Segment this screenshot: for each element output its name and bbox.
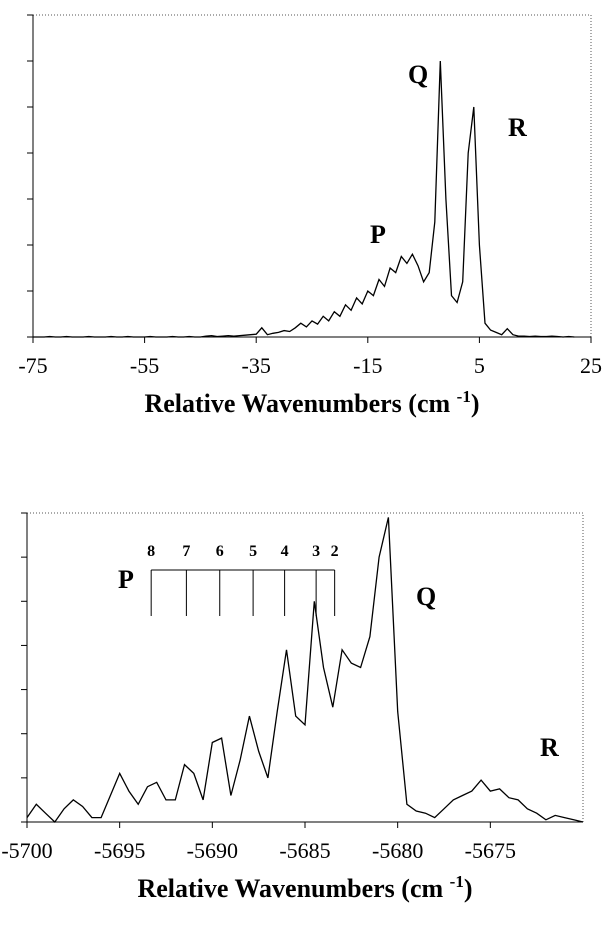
x-tick-label: -5700: [1, 838, 52, 863]
x-tick-label: 5: [474, 353, 485, 378]
x-tick-label: -15: [353, 353, 382, 378]
branch-label: P: [118, 565, 134, 594]
spectrum-line: [26, 517, 584, 823]
x-tick-label: -35: [242, 353, 271, 378]
ladder-label: 5: [249, 543, 257, 560]
x-axis-label-part: Relative Wavenumbers (cm: [144, 389, 456, 418]
x-axis-label-part: -1: [450, 872, 464, 891]
x-axis-label-part: ): [464, 874, 473, 903]
branch-label: R: [540, 733, 559, 762]
branch-label: Q: [408, 60, 428, 89]
x-tick-label: -5675: [465, 838, 516, 863]
plot-frame: [33, 14, 592, 337]
x-tick-label: -75: [18, 353, 47, 378]
x-axis-label: Relative Wavenumbers (cm -1): [137, 872, 472, 903]
ladder-label: 6: [216, 543, 224, 560]
ladder-label: 2: [331, 543, 339, 560]
spectrum-line: [33, 60, 575, 338]
x-tick-label: -5695: [94, 838, 145, 863]
branch-label: Q: [416, 582, 436, 611]
x-tick-label: -5680: [372, 838, 423, 863]
branch-label: P: [370, 220, 386, 249]
x-tick-label: -55: [130, 353, 159, 378]
x-tick-label: -5690: [187, 838, 238, 863]
x-tick-label: 25: [580, 353, 602, 378]
x-axis-label: Relative Wavenumbers (cm -1): [144, 387, 479, 418]
ladder-label: 3: [312, 543, 320, 560]
x-axis-label-part: Relative Wavenumbers (cm: [137, 874, 449, 903]
plot-frame: [27, 512, 584, 822]
x-axis-label-part: -1: [457, 387, 471, 406]
ladder-label: 7: [182, 543, 190, 560]
branch-label: R: [508, 113, 527, 142]
ladder-label: 8: [147, 543, 155, 560]
x-axis-label-part: ): [471, 389, 480, 418]
ladder-label: 4: [281, 543, 289, 560]
x-tick-label: -5685: [279, 838, 330, 863]
